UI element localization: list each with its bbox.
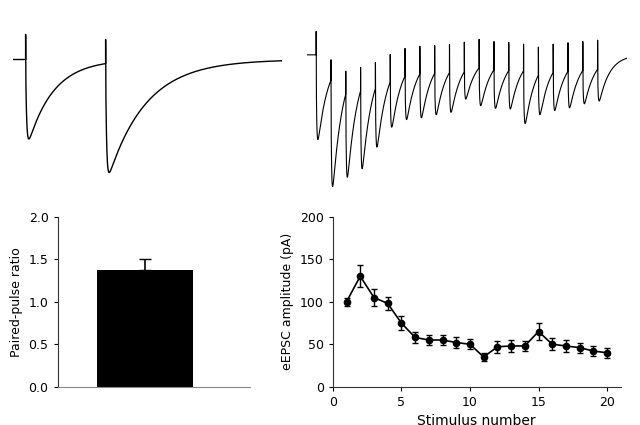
Y-axis label: eEPSC amplitude (pA): eEPSC amplitude (pA)	[282, 233, 294, 370]
Bar	[97, 270, 193, 387]
Y-axis label: Paired-pulse ratio: Paired-pulse ratio	[10, 247, 23, 357]
X-axis label: Stimulus number: Stimulus number	[417, 414, 536, 425]
